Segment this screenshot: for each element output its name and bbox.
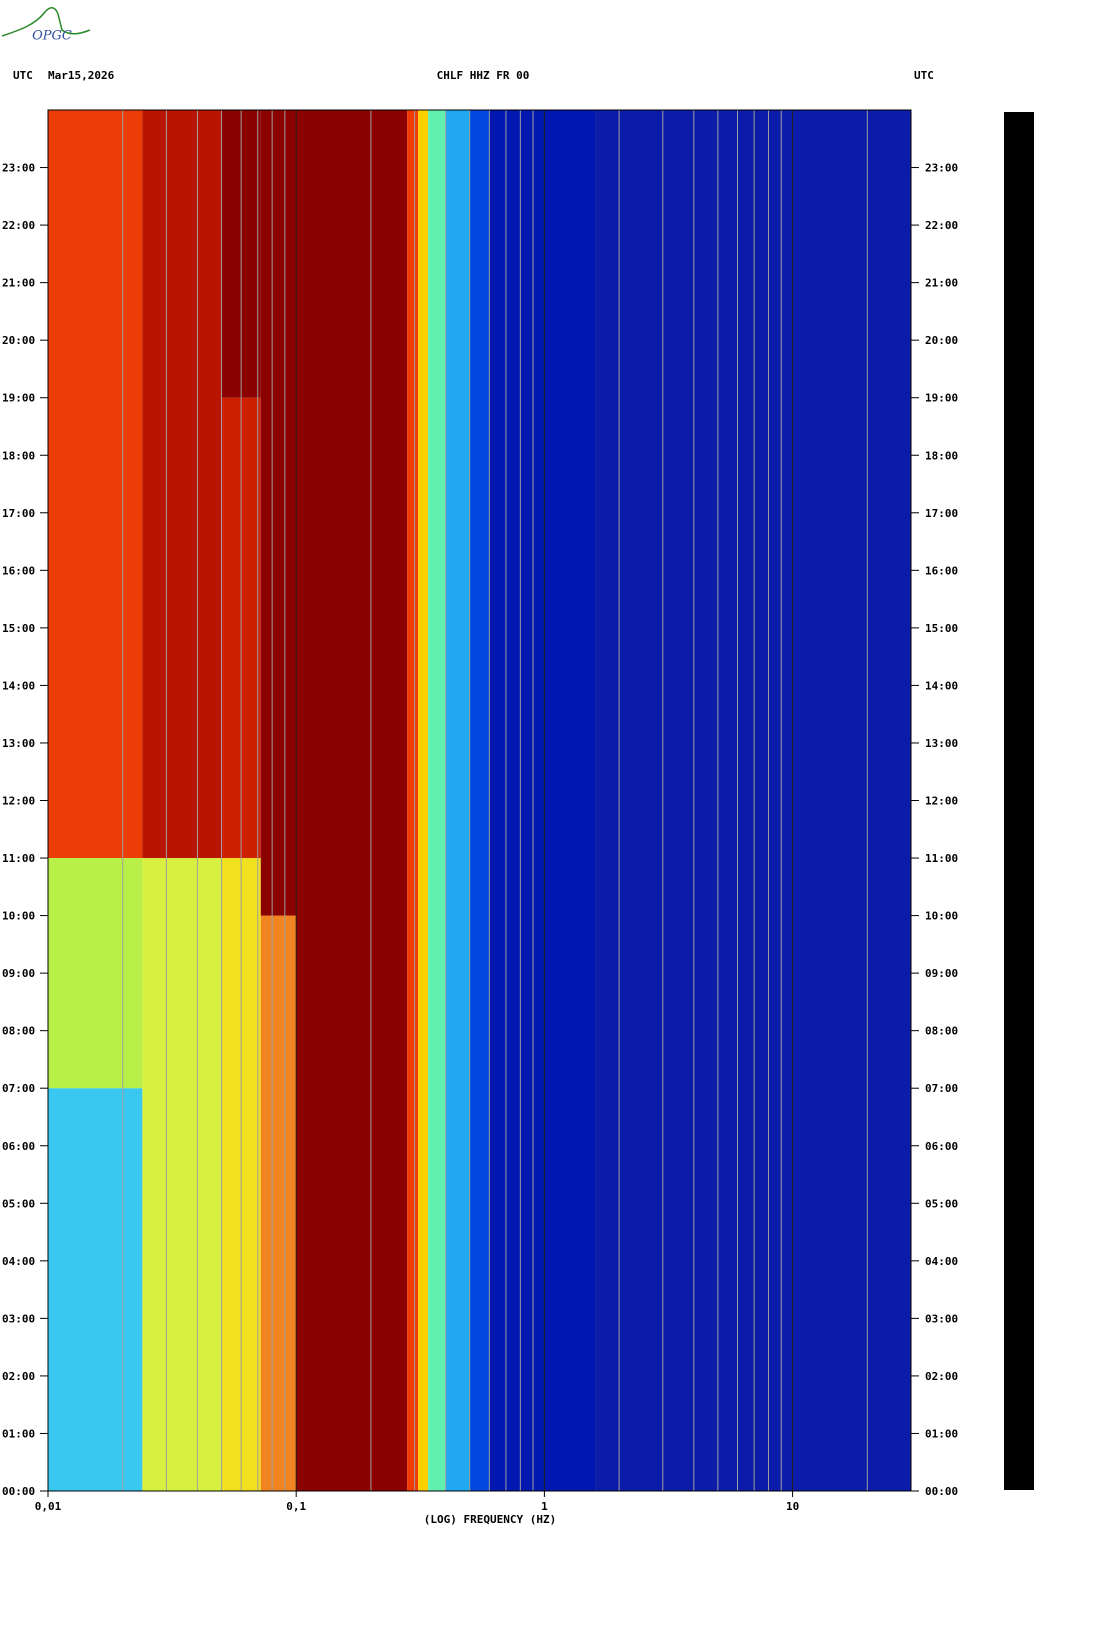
y-tick-label-left: 17:00 bbox=[2, 507, 35, 520]
spectrum-region bbox=[48, 1088, 143, 1491]
y-tick-label-left: 03:00 bbox=[2, 1312, 35, 1325]
y-tick-label-left: 15:00 bbox=[2, 622, 35, 635]
plot-frame bbox=[47, 109, 912, 1492]
spectrum-region bbox=[260, 110, 297, 916]
logo: OPGC bbox=[32, 29, 72, 44]
x-tick-label: 0,1 bbox=[286, 1500, 306, 1513]
x-axis-label: (LOG) FREQUENCY (HZ) bbox=[424, 1513, 556, 1526]
y-tick-label-left: 12:00 bbox=[2, 795, 35, 808]
y-tick-label-right: 00:00 bbox=[925, 1485, 958, 1498]
spectrum-region bbox=[296, 110, 408, 1491]
x-tick-label: 0,01 bbox=[35, 1500, 62, 1513]
y-tick-label-left: 06:00 bbox=[2, 1140, 35, 1153]
y-tick-label-right: 22:00 bbox=[925, 219, 958, 232]
y-tick-label-left: 16:00 bbox=[2, 564, 35, 577]
y-tick-label-left: 23:00 bbox=[2, 162, 35, 175]
x-tick-label: 10 bbox=[786, 1500, 799, 1513]
y-tick-label-right: 07:00 bbox=[925, 1082, 958, 1095]
y-tick-label-left: 22:00 bbox=[2, 219, 35, 232]
y-tick-label-left: 05:00 bbox=[2, 1197, 35, 1210]
y-tick-label-left: 02:00 bbox=[2, 1370, 35, 1383]
y-tick-label-right: 02:00 bbox=[925, 1370, 958, 1383]
spectrum-region bbox=[445, 110, 470, 1491]
spectrum-region bbox=[418, 110, 429, 1491]
y-tick-label-left: 04:00 bbox=[2, 1255, 35, 1268]
y-tick-label-right: 04:00 bbox=[925, 1255, 958, 1268]
y-tick-label-right: 13:00 bbox=[925, 737, 958, 750]
y-tick-label-left: 21:00 bbox=[2, 277, 35, 290]
y-tick-label-left: 08:00 bbox=[2, 1025, 35, 1038]
chart-title: CHLF HHZ FR 00 bbox=[437, 69, 530, 82]
y-tick-label-right: 11:00 bbox=[925, 852, 958, 865]
y-tick-label-right: 01:00 bbox=[925, 1427, 958, 1440]
y-tick-label-left: 18:00 bbox=[2, 449, 35, 462]
x-tick-label: 1 bbox=[541, 1500, 548, 1513]
y-tick-label-right: 17:00 bbox=[925, 507, 958, 520]
spectrum-region bbox=[407, 110, 419, 1491]
spectrum-region bbox=[260, 915, 297, 1491]
y-tick-label-right: 03:00 bbox=[925, 1312, 958, 1325]
spectrum-region bbox=[142, 110, 222, 859]
y-tick-label-right: 08:00 bbox=[925, 1025, 958, 1038]
y-tick-label-right: 12:00 bbox=[925, 795, 958, 808]
spectrum-region bbox=[142, 858, 222, 1491]
y-tick-label-left: 01:00 bbox=[2, 1427, 35, 1440]
y-tick-label-right: 16:00 bbox=[925, 564, 958, 577]
spectrum-region bbox=[595, 110, 911, 1491]
spectrum-region bbox=[428, 110, 446, 1491]
y-tick-label-left: 09:00 bbox=[2, 967, 35, 980]
y-tick-label-right: 05:00 bbox=[925, 1197, 958, 1210]
spectrum-region bbox=[469, 110, 490, 1491]
plot-area bbox=[48, 110, 911, 1491]
y-tick-label-right: 21:00 bbox=[925, 277, 958, 290]
y-tick-label-right: 18:00 bbox=[925, 449, 958, 462]
y-tick-label-left: 14:00 bbox=[2, 679, 35, 692]
y-tick-label-left: 10:00 bbox=[2, 910, 35, 923]
y-tick-label-left: 13:00 bbox=[2, 737, 35, 750]
seismogram-trace bbox=[1004, 112, 1034, 1490]
y-tick-label-left: 00:00 bbox=[2, 1485, 35, 1498]
time-zone-left: UTC bbox=[13, 69, 33, 82]
y-tick-label-left: 20:00 bbox=[2, 334, 35, 347]
date: Mar15,2026 bbox=[48, 69, 115, 82]
y-tick-label-right: 20:00 bbox=[925, 334, 958, 347]
y-tick-label-right: 19:00 bbox=[925, 392, 958, 405]
logo-swoosh bbox=[1, 7, 91, 37]
spectrum-region bbox=[48, 858, 143, 1089]
spectrum-region bbox=[489, 110, 596, 1491]
spectrum-region bbox=[48, 110, 143, 859]
y-tick-label-right: 14:00 bbox=[925, 679, 958, 692]
y-tick-label-right: 06:00 bbox=[925, 1140, 958, 1153]
y-tick-label-left: 07:00 bbox=[2, 1082, 35, 1095]
time-zone-right: UTC bbox=[914, 69, 934, 82]
y-tick-label-right: 15:00 bbox=[925, 622, 958, 635]
y-tick-label-right: 23:00 bbox=[925, 162, 958, 175]
y-tick-label-right: 09:00 bbox=[925, 967, 958, 980]
y-tick-label-left: 11:00 bbox=[2, 852, 35, 865]
y-tick-label-left: 19:00 bbox=[2, 392, 35, 405]
y-tick-label-right: 10:00 bbox=[925, 910, 958, 923]
